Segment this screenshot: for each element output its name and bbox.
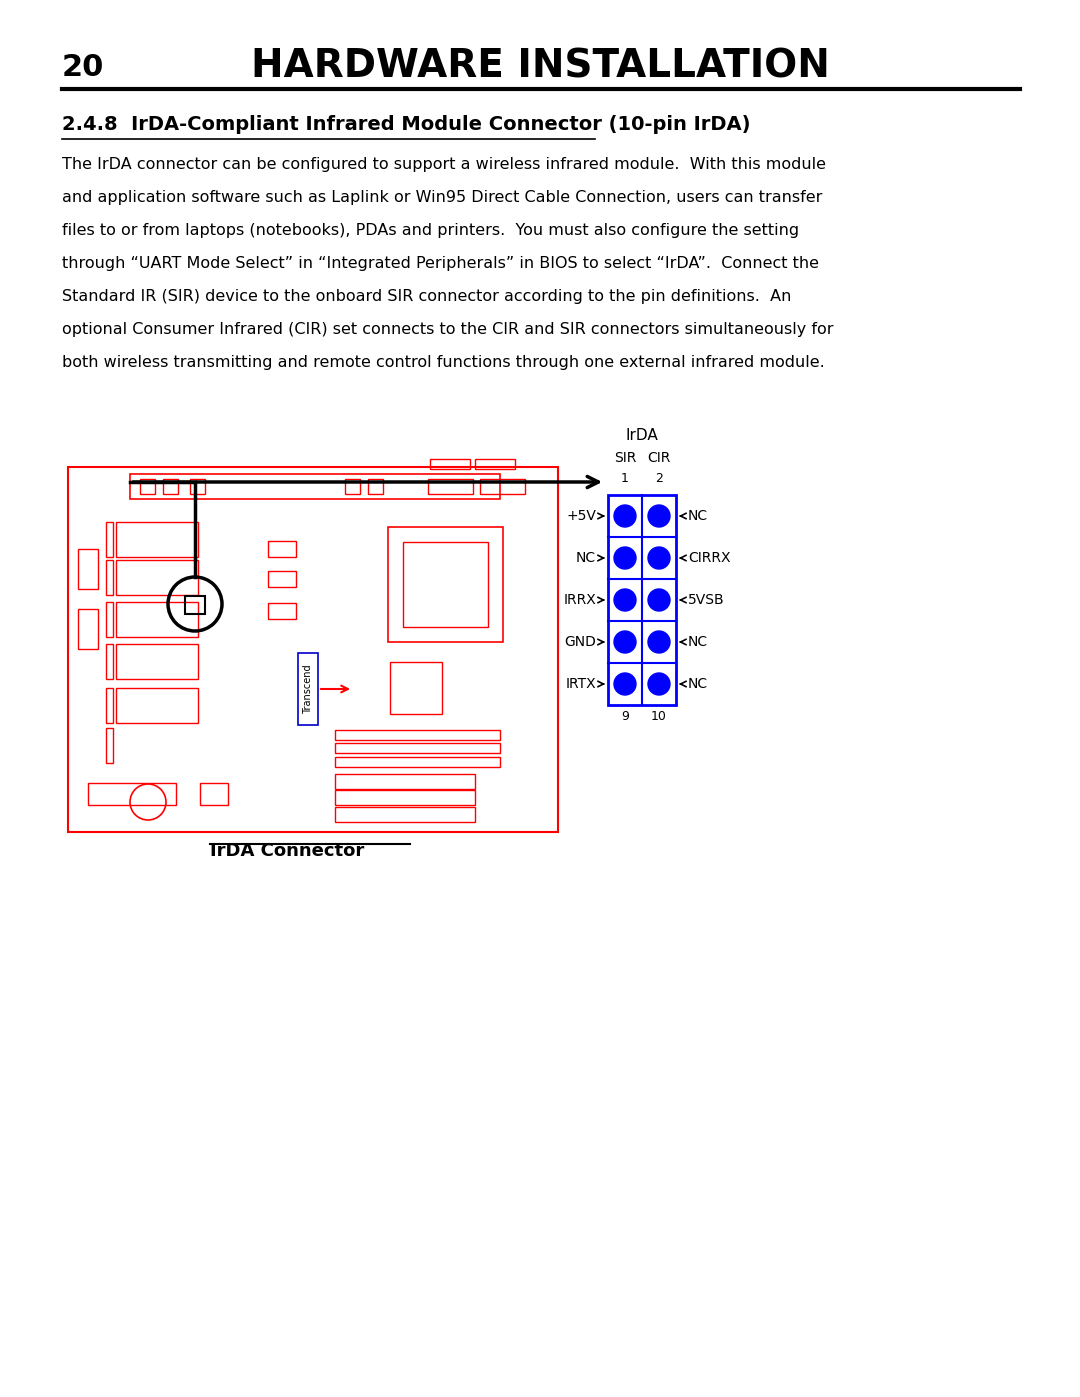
Bar [475, 460, 515, 469]
Text: CIR: CIR [647, 451, 671, 465]
Bar [430, 460, 470, 469]
Bar [106, 602, 113, 637]
Bar [608, 495, 676, 705]
Circle shape [615, 548, 636, 569]
Text: The IrDA connector can be configured to support a wireless infrared module.  Wit: The IrDA connector can be configured to … [62, 156, 826, 172]
Bar [87, 782, 176, 805]
Text: CIRRX: CIRRX [688, 550, 730, 564]
Bar [200, 782, 228, 805]
Text: NC: NC [688, 636, 708, 650]
Text: SIR: SIR [613, 451, 636, 465]
Bar [335, 731, 500, 740]
Circle shape [648, 631, 670, 652]
Bar [335, 743, 500, 753]
Text: 2.4.8  IrDA-Compliant Infrared Module Connector (10-pin IrDA): 2.4.8 IrDA-Compliant Infrared Module Con… [62, 116, 751, 134]
Text: 10: 10 [651, 710, 667, 724]
Bar [116, 522, 198, 557]
Text: IrDA: IrDA [625, 427, 659, 443]
Bar [298, 652, 318, 725]
Text: GND: GND [564, 636, 596, 650]
Bar [106, 687, 113, 724]
Bar [106, 560, 113, 595]
Circle shape [648, 548, 670, 569]
Bar [335, 774, 475, 789]
Text: +5V: +5V [566, 509, 596, 522]
Bar [335, 789, 475, 805]
Text: Standard IR (SIR) device to the onboard SIR connector according to the pin defin: Standard IR (SIR) device to the onboard … [62, 289, 792, 305]
Bar [480, 479, 525, 495]
Bar [130, 474, 500, 499]
Circle shape [615, 631, 636, 652]
Bar [390, 662, 442, 714]
Bar [78, 549, 98, 590]
Text: HARDWARE INSTALLATION: HARDWARE INSTALLATION [251, 47, 829, 87]
Text: files to or from laptops (notebooks), PDAs and printers.  You must also configur: files to or from laptops (notebooks), PD… [62, 224, 799, 237]
Text: Transcend: Transcend [303, 664, 313, 714]
Bar [268, 604, 296, 619]
Text: 5VSB: 5VSB [688, 592, 725, 608]
Bar [403, 542, 488, 627]
Bar [388, 527, 503, 643]
Bar [190, 479, 205, 495]
Circle shape [648, 673, 670, 694]
Bar [106, 644, 113, 679]
Bar [268, 571, 296, 587]
Text: 9: 9 [621, 710, 629, 724]
Text: both wireless transmitting and remote control functions through one external inf: both wireless transmitting and remote co… [62, 355, 825, 370]
Bar [106, 522, 113, 557]
Text: 1: 1 [621, 472, 629, 485]
Bar [116, 644, 198, 679]
Text: 2: 2 [656, 472, 663, 485]
Bar [368, 479, 383, 495]
Text: and application software such as Laplink or Win95 Direct Cable Connection, users: and application software such as Laplink… [62, 190, 822, 205]
Circle shape [615, 673, 636, 694]
Text: optional Consumer Infrared (CIR) set connects to the CIR and SIR connectors simu: optional Consumer Infrared (CIR) set con… [62, 321, 834, 337]
Bar [116, 560, 198, 595]
Bar [116, 687, 198, 724]
Bar [335, 757, 500, 767]
Text: NC: NC [688, 678, 708, 692]
Circle shape [615, 590, 636, 610]
Bar [68, 467, 558, 833]
Text: through “UART Mode Select” in “Integrated Peripherals” in BIOS to select “IrDA”.: through “UART Mode Select” in “Integrate… [62, 256, 819, 271]
Bar [335, 807, 475, 821]
Bar [345, 479, 360, 495]
Bar [268, 541, 296, 557]
Bar [163, 479, 178, 495]
Bar [140, 479, 156, 495]
Bar [185, 597, 205, 615]
Text: IRRX: IRRX [564, 592, 596, 608]
Text: IRTX: IRTX [565, 678, 596, 692]
Text: NC: NC [576, 550, 596, 564]
Circle shape [648, 590, 670, 610]
Circle shape [648, 504, 670, 527]
Text: 20: 20 [62, 53, 105, 81]
Bar [116, 602, 198, 637]
Text: NC: NC [688, 509, 708, 522]
Circle shape [615, 504, 636, 527]
Bar [428, 479, 473, 495]
Bar [78, 609, 98, 650]
Text: IrDA Connector: IrDA Connector [210, 842, 364, 861]
Bar [106, 728, 113, 763]
